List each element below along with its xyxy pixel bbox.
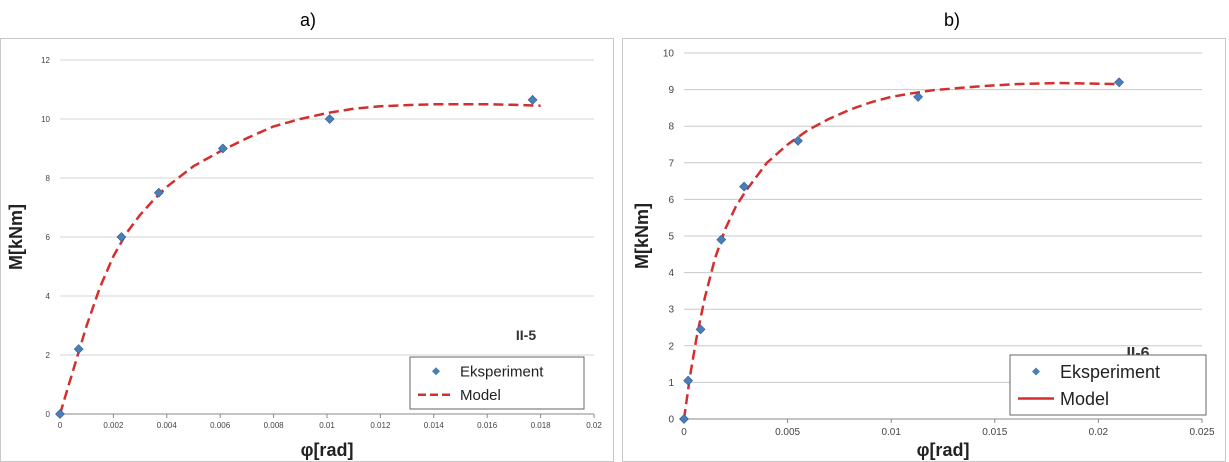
series-eksperiment-point	[217, 143, 228, 154]
series-eksperiment-point	[695, 324, 706, 335]
series-eksperiment-point	[153, 187, 164, 198]
x-tick-label: 0.008	[264, 421, 285, 430]
y-tick-label: 0	[46, 410, 51, 419]
series-eksperiment-point	[55, 409, 65, 419]
legend-model-label: Model	[1060, 389, 1109, 409]
series-eksperiment-point	[73, 344, 84, 355]
x-tick-label: 0.02	[1089, 427, 1109, 438]
series-eksperiment-point	[716, 234, 727, 245]
legend-eksperiment-label: Eksperiment	[460, 364, 544, 381]
series-eksperiment-point	[1114, 77, 1125, 88]
series-eksperiment-point	[324, 114, 335, 124]
y-tick-label: 10	[663, 49, 675, 60]
x-tick-label: 0.014	[424, 421, 445, 430]
y-axis-title: M[kNm]	[6, 204, 26, 270]
series-eksperiment-point	[679, 414, 689, 424]
x-tick-label: 0	[681, 427, 687, 438]
series-eksperiment-point	[739, 181, 750, 192]
x-tick-label: 0.002	[103, 421, 124, 430]
chart-b: 0 1 2 3 4 5 6 7 8 9 10 0 0.005 0.01 0.015 0.02 0.025 φ[ra…	[622, 38, 1226, 462]
series-eksperiment-point	[793, 135, 803, 146]
y-tick-label: 6	[46, 233, 51, 242]
x-tick-label: 0.005	[775, 427, 800, 438]
x-axis-title: φ[rad]	[917, 440, 970, 460]
legend: Eksperiment Model	[1009, 354, 1207, 416]
x-tick-label: 0.015	[982, 427, 1007, 438]
series-eksperiment-point	[683, 375, 694, 386]
legend-box	[409, 356, 585, 410]
y-tick-label: 1	[668, 378, 674, 389]
y-tick-label: 12	[41, 56, 50, 65]
x-axis-title: φ[rad]	[301, 440, 354, 460]
legend-eksperiment-label: Eksperiment	[1060, 362, 1160, 382]
series-eksperiment-point	[116, 232, 127, 242]
y-tick-label: 9	[668, 85, 674, 96]
y-tick-label: 6	[668, 195, 674, 206]
y-tick-label: 8	[46, 174, 51, 183]
x-tick-label: 0.004	[157, 421, 178, 430]
x-tick-label: 0.01	[881, 427, 901, 438]
legend-eksperiment-symbol	[432, 367, 440, 376]
y-tick-label: 0	[668, 415, 674, 426]
panel-label-a: a)	[300, 10, 317, 30]
y-tick-label: 2	[46, 351, 51, 360]
legend-eksperiment-symbol	[1032, 367, 1040, 376]
y-tick-label: 5	[668, 232, 674, 243]
y-tick-label: 2	[668, 341, 674, 352]
y-tick-label: 10	[41, 115, 50, 124]
y-axis-title: M[kNm]	[632, 203, 652, 269]
x-tick-label: 0.025	[1189, 427, 1214, 438]
x-tick-label: 0	[58, 421, 63, 430]
series-model-line	[58, 103, 541, 415]
series-eksperiment-point	[913, 91, 924, 102]
x-tick-label: 0.012	[370, 421, 391, 430]
chart-annotation: II-5	[516, 327, 536, 343]
series-eksperiment-point	[527, 94, 538, 105]
series-model-line	[682, 81, 1120, 420]
x-tick-label: 0.018	[531, 421, 552, 430]
y-tick-label: 3	[668, 305, 674, 316]
y-tick-label: 4	[668, 268, 674, 279]
x-tick-label: 0.016	[477, 421, 498, 430]
legend: Eksperiment Model	[409, 356, 585, 410]
x-tick-label: 0.006	[210, 421, 231, 430]
chart-a: 0 2 4 6 8 10 12 0 0.002 0.004 0.006 0.008 0.01 0.012 0…	[0, 38, 614, 462]
legend-model-label: Model	[460, 387, 501, 404]
x-tick-label: 0.01	[319, 421, 335, 430]
panel-label-b: b)	[944, 10, 961, 30]
legend-box	[1009, 354, 1207, 416]
y-tick-label: 4	[46, 292, 51, 301]
y-tick-label: 8	[668, 122, 674, 133]
y-tick-label: 7	[668, 158, 674, 169]
x-tick-label: 0.02	[586, 421, 602, 430]
